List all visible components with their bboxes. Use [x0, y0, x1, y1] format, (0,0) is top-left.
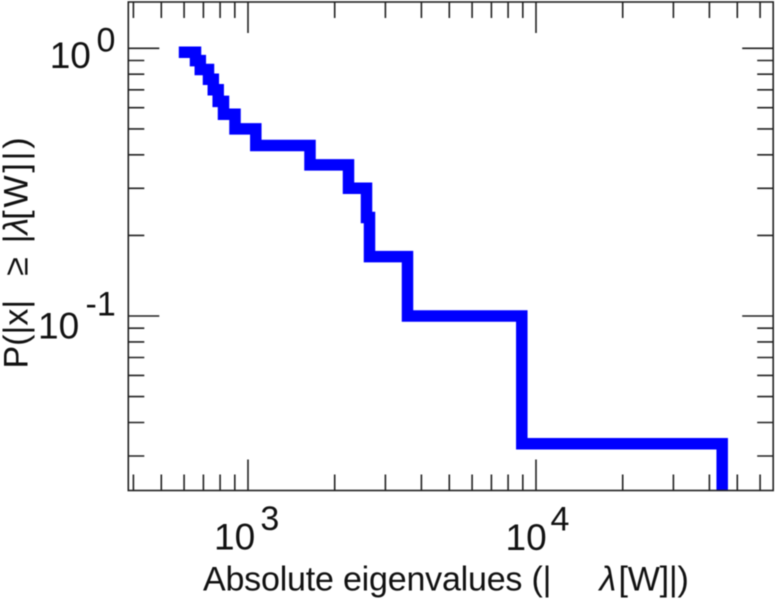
svg-text:Absolute eigenvalues (|: Absolute eigenvalues (| — [203, 561, 551, 599]
svg-text:0: 0 — [97, 21, 116, 59]
svg-text:≥: ≥ — [0, 257, 35, 276]
svg-text:-1: -1 — [86, 285, 116, 323]
svg-text:10: 10 — [214, 517, 255, 558]
svg-text:10: 10 — [506, 517, 547, 558]
svg-text:λ: λ — [598, 561, 617, 599]
svg-text:P(|x|: P(|x| — [0, 300, 35, 369]
svg-text:λ: λ — [0, 218, 35, 237]
svg-text:|: | — [0, 234, 35, 243]
svg-text:3: 3 — [260, 500, 279, 538]
svg-text:10: 10 — [38, 305, 79, 346]
svg-text:10: 10 — [50, 35, 91, 76]
svg-text:[W]|): [W]|) — [0, 135, 35, 220]
svg-text:[W]|): [W]|) — [619, 561, 689, 599]
svg-text:4: 4 — [551, 500, 570, 538]
